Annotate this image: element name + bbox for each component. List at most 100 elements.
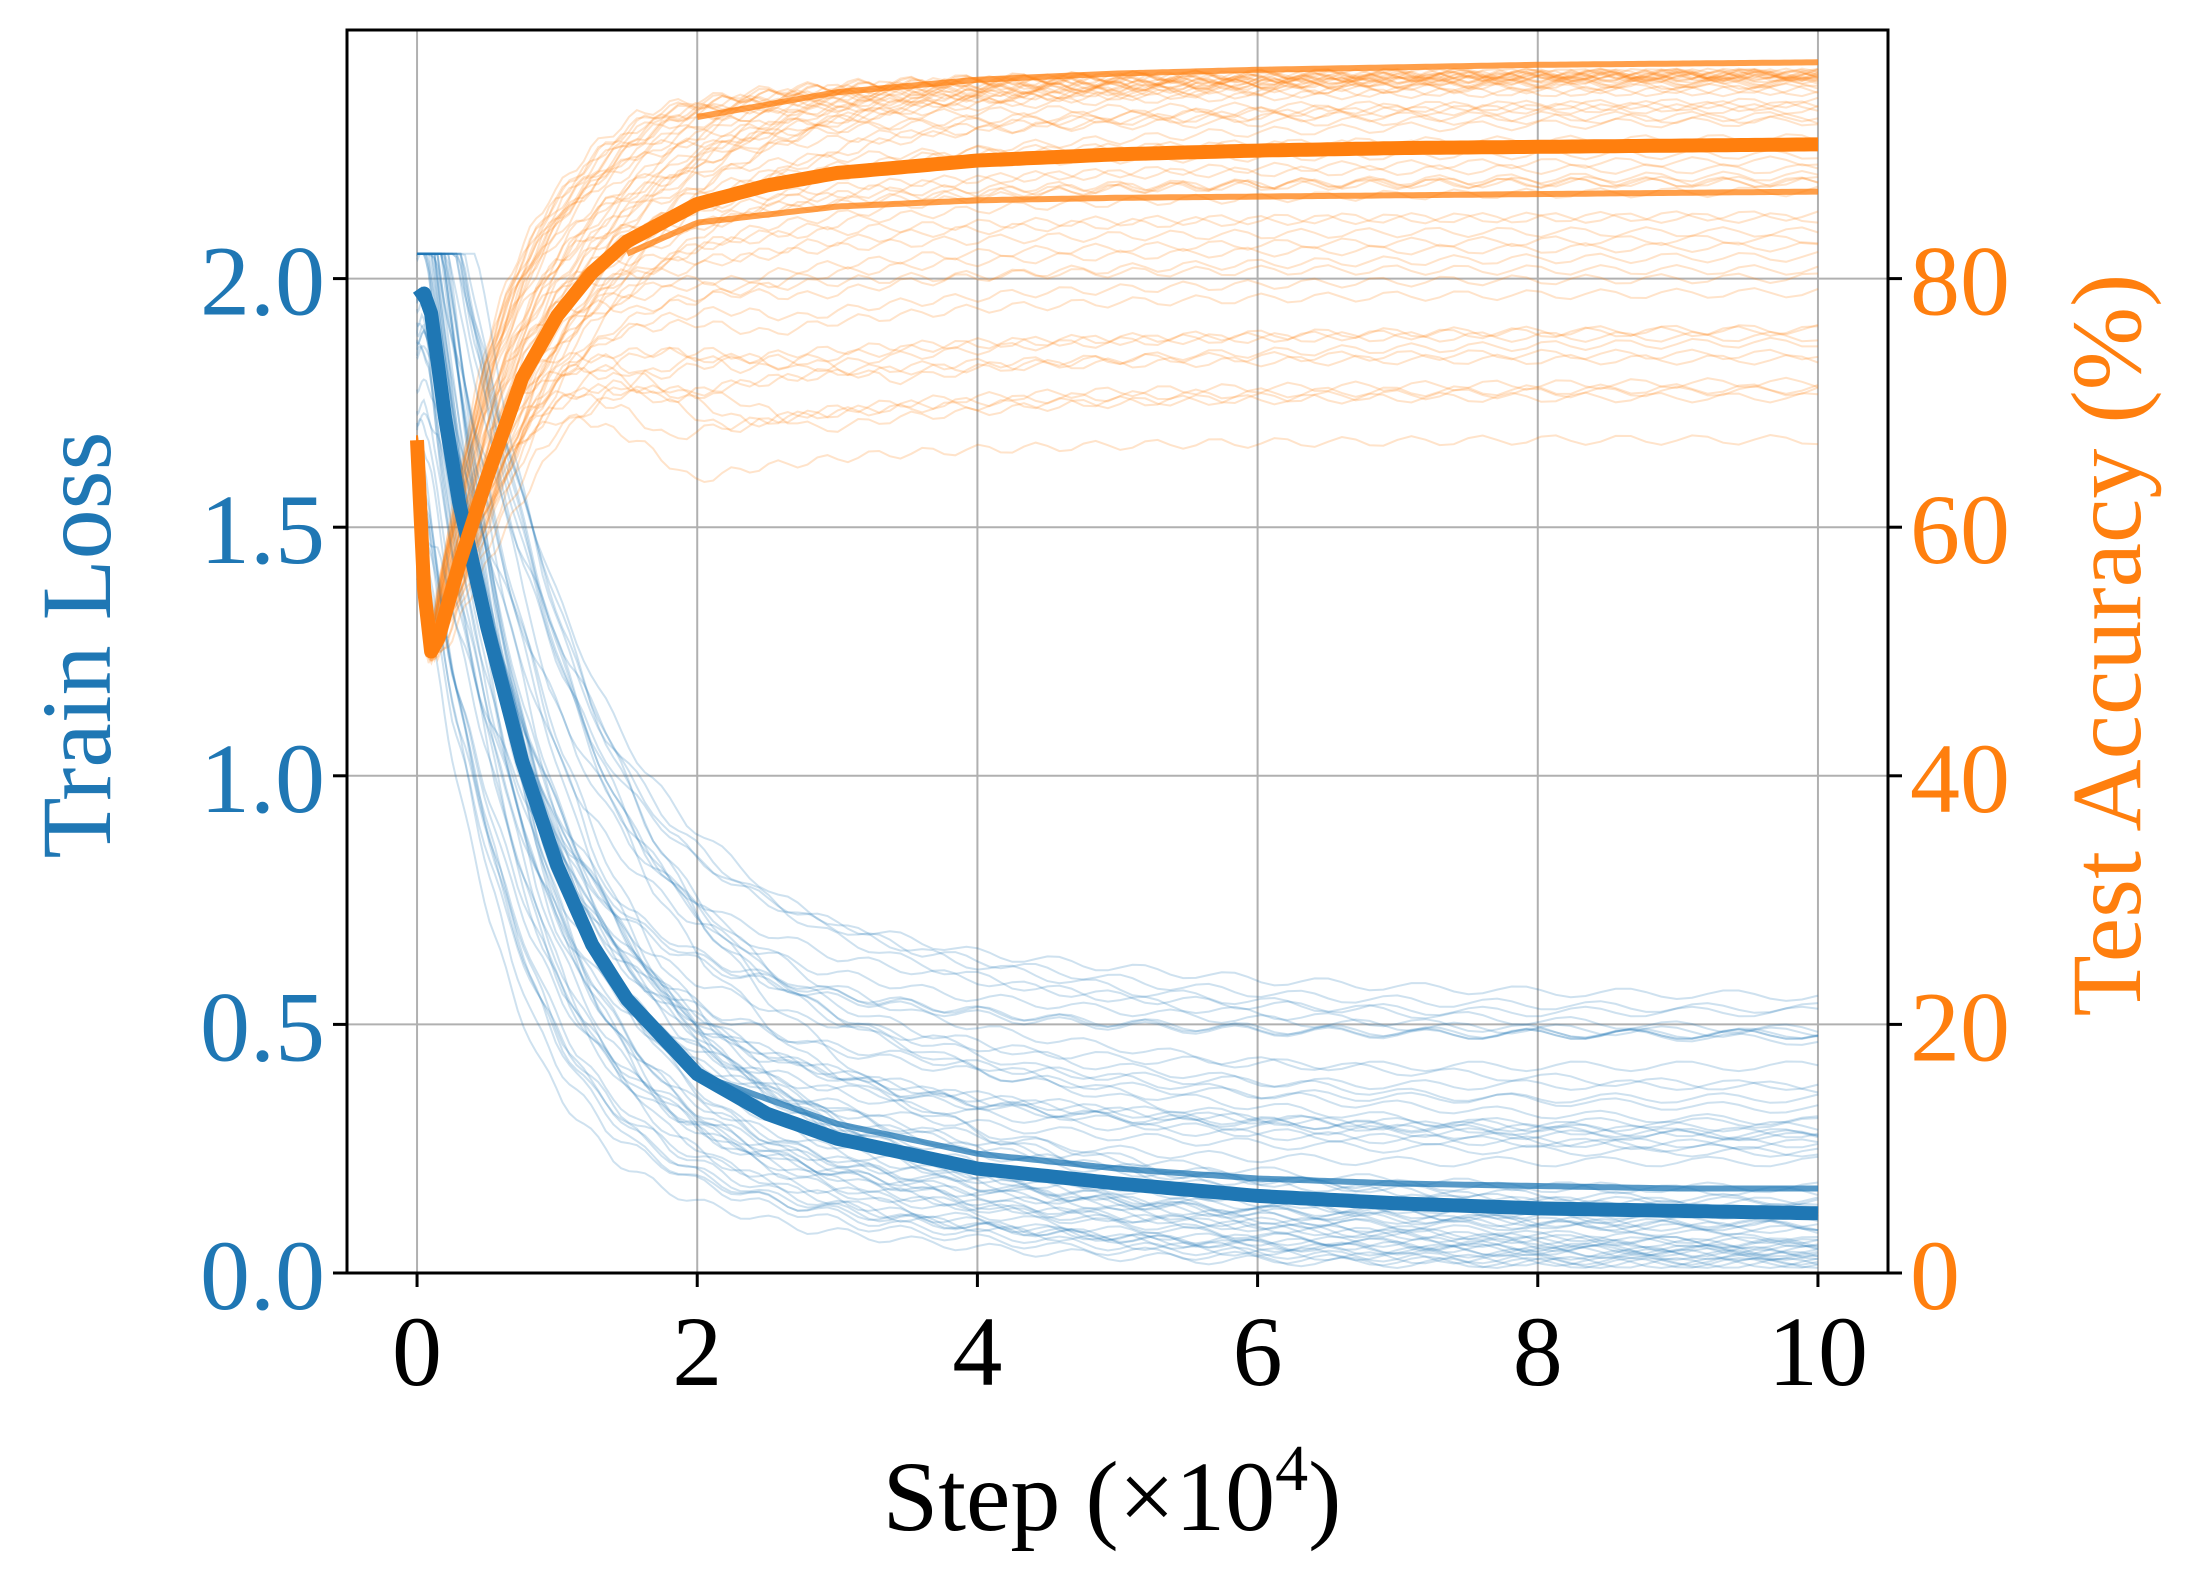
individual-accuracy-line — [416, 348, 1819, 659]
individual-accuracy-line — [416, 385, 1819, 663]
tick-labels: 0 2 4 6 8 10 0.0 0.5 1.0 1.5 2.0 0 20 40 60 80 — [200, 226, 2010, 1407]
individual-loss-line — [416, 345, 1819, 1094]
individual-accuracy-line — [416, 233, 1819, 655]
individual-loss-line — [417, 252, 1819, 1034]
x-axis-label-exponent: 4 — [1275, 1432, 1308, 1505]
individual-loss-line — [416, 564, 1819, 1270]
individual-accuracy-line — [416, 100, 1819, 653]
mean-train-loss-line — [412, 286, 1819, 1221]
individual-loss-line — [417, 252, 1819, 1126]
individual-accuracy-line — [416, 70, 1819, 651]
individual-loss-line — [416, 323, 1819, 1269]
individual-accuracy-line — [416, 99, 1819, 651]
individual-loss-line — [416, 252, 1819, 1038]
y-right-tick-label: 20 — [1910, 971, 2010, 1082]
y-axis-left-label: Train Loss — [21, 432, 132, 859]
x-tick-label: 8 — [1513, 1296, 1563, 1407]
individual-accuracy-line — [416, 325, 1819, 653]
individual-accuracy-line — [416, 169, 1819, 651]
individual-loss-line — [416, 490, 1819, 1266]
individual-loss-line — [416, 483, 1819, 1248]
y-right-tick-label: 60 — [1910, 474, 2010, 585]
individual-loss-line — [416, 554, 1819, 1258]
y-right-tick-label: 80 — [1910, 226, 2010, 337]
test-accuracy-band-line — [625, 188, 1818, 257]
individual-accuracy-line — [416, 112, 1819, 650]
y-right-tick-label: 0 — [1910, 1220, 1960, 1331]
individual-accuracy-line — [416, 336, 1818, 663]
individual-loss-line — [417, 252, 1819, 1244]
individual-accuracy-line — [416, 376, 1819, 660]
x-tick-label: 2 — [672, 1296, 722, 1407]
individual-loss-line — [417, 252, 1819, 1141]
individual-accuracy-line — [416, 272, 1819, 651]
individual-loss-line — [417, 252, 1819, 1018]
x-tick-label: 10 — [1768, 1296, 1868, 1407]
individual-loss-line — [417, 252, 1819, 1040]
individual-accuracy-line — [416, 185, 1819, 656]
individual-loss-line — [417, 252, 1819, 1073]
individual-loss-line — [416, 322, 1819, 1139]
individual-loss-line — [417, 252, 1819, 1129]
test-accuracy-band-line — [696, 59, 1819, 120]
y-left-tick-label: 1.0 — [200, 723, 325, 834]
individual-loss-line — [417, 252, 1819, 1158]
individual-accuracy-line — [416, 85, 1819, 647]
individual-loss-line — [416, 547, 1819, 1261]
individual-loss-line — [416, 498, 1819, 1209]
individual-loss-line — [417, 252, 1819, 1250]
x-axis-label-close: ) — [1308, 1441, 1341, 1552]
individual-accuracy-line — [416, 211, 1819, 651]
y-left-tick-label: 0.5 — [200, 971, 325, 1082]
individual-accuracy-line — [416, 77, 1819, 654]
x-tick-label: 6 — [1233, 1296, 1283, 1407]
y-axis-right-label: Test Accuracy (%) — [2051, 274, 2162, 1017]
individual-accuracy-line — [416, 96, 1819, 645]
individual-loss-line — [416, 252, 1819, 1046]
x-tick-label: 4 — [952, 1296, 1002, 1407]
x-tick-label: 0 — [392, 1296, 442, 1407]
individual-loss-line — [416, 457, 1819, 1232]
individual-loss-line — [416, 341, 1819, 1261]
x-axis-label-main: Step (×10 — [883, 1441, 1275, 1552]
individual-loss-line — [416, 526, 1819, 1232]
individual-accuracy-line — [416, 250, 1819, 653]
individual-accuracy-line — [416, 67, 1819, 642]
individual-loss-line — [416, 345, 1819, 1149]
mean-lines — [410, 59, 1819, 1221]
individual-accuracy-line — [416, 382, 1819, 666]
individual-accuracy-line — [416, 287, 1819, 662]
y-left-tick-label: 0.0 — [200, 1220, 325, 1331]
individual-loss-line — [416, 417, 1819, 1158]
individual-loss-line — [417, 252, 1819, 1002]
individual-accuracy-line — [416, 133, 1819, 647]
individual-accuracy-line — [416, 67, 1819, 651]
individual-accuracy-line — [416, 163, 1819, 653]
x-axis-label: Step (×104) — [883, 1432, 1342, 1552]
individual-loss-line — [417, 252, 1819, 1235]
individual-loss-line — [417, 252, 1819, 1151]
individual-accuracy-line — [416, 73, 1819, 653]
individual-loss-line — [416, 477, 1819, 1269]
individual-loss-line — [417, 252, 1819, 1258]
individual-accuracy-line — [416, 263, 1819, 655]
individual-loss-line — [416, 443, 1819, 1245]
individual-accuracy-line — [416, 70, 1819, 657]
individual-loss-line — [417, 252, 1819, 1206]
individual-accuracy-line — [416, 70, 1819, 653]
individual-accuracy-line — [416, 75, 1819, 648]
individual-accuracy-line — [416, 330, 1819, 653]
individual-loss-line — [416, 285, 1819, 1133]
mean-test-accuracy-line — [410, 137, 1818, 659]
individual-accuracy-line — [416, 323, 1819, 661]
individual-loss-line — [416, 398, 1819, 1249]
plot-frame — [345, 28, 1890, 1275]
axes — [333, 28, 1902, 1287]
individual-accuracy-line — [416, 226, 1819, 656]
train-loss-band-line — [696, 1071, 1818, 1192]
y-left-tick-label: 1.5 — [200, 474, 325, 585]
individual-accuracy-line — [416, 110, 1819, 649]
individual-accuracy-line — [416, 76, 1819, 649]
